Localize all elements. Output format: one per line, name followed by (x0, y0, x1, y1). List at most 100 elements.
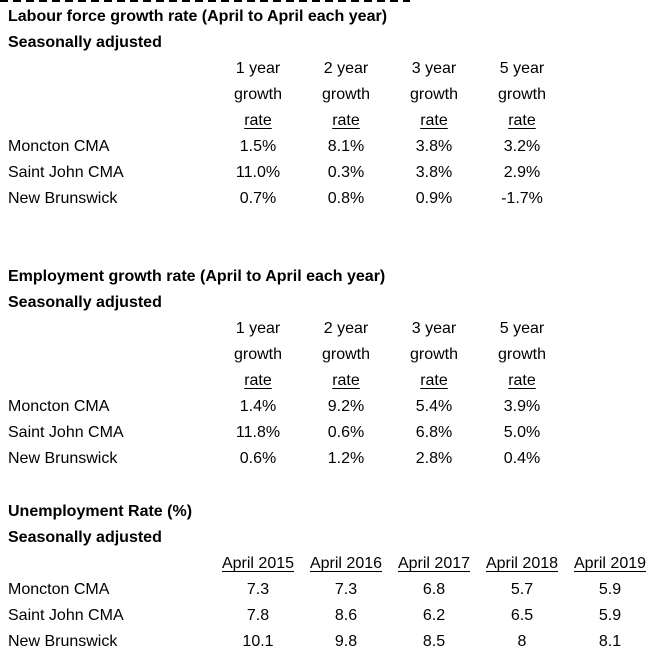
column-header: rate (420, 372, 448, 389)
table-row: Moncton CMA 1.5% 8.1% 3.8% 3.2% (0, 134, 659, 160)
column-header: rate (508, 372, 536, 389)
header-spacer (0, 368, 214, 394)
header-row-years: 1 year 2 year 3 year 5 year (0, 316, 659, 342)
column-header: April 2015 (221, 555, 295, 572)
table-subtitle: Seasonally adjusted (8, 529, 162, 546)
column-header: 3 year (411, 320, 457, 337)
table-title: Unemployment Rate (%) (8, 503, 193, 520)
row-label: Saint John CMA (8, 164, 124, 181)
table-labour-force-growth: Labour force growth rate (April to April… (0, 4, 659, 212)
column-header: 2 year (323, 60, 369, 77)
column-header: April 2016 (309, 555, 383, 572)
value-cell: 3.2% (503, 138, 541, 155)
header-spacer (0, 551, 214, 577)
table-row: Moncton CMA 1.4% 9.2% 5.4% 3.9% (0, 394, 659, 420)
header-row-growth: growth growth growth growth (0, 82, 659, 108)
value-cell: 8.1 (598, 633, 622, 650)
value-cell: -1.7% (501, 190, 543, 207)
value-cell: 1.2% (327, 450, 365, 467)
table-row: New Brunswick 10.1 9.8 8.5 8 8.1 (0, 629, 659, 655)
column-header: growth (233, 346, 283, 363)
column-header: growth (409, 86, 459, 103)
table-employment-growth: Employment growth rate (April to April e… (0, 264, 659, 472)
column-header: April 2019 (573, 555, 647, 572)
header-spacer (0, 342, 214, 368)
value-cell: 9.8 (334, 633, 358, 650)
value-cell: 11.8% (235, 424, 281, 441)
column-header: growth (321, 86, 371, 103)
value-cell: 11.0% (235, 164, 281, 181)
header-spacer (0, 316, 214, 342)
value-cell: 2.9% (503, 164, 541, 181)
header-spacer (0, 108, 214, 134)
value-cell: 1.5% (239, 138, 277, 155)
table-subtitle: Seasonally adjusted (8, 34, 162, 51)
column-header: 3 year (411, 60, 457, 77)
header-row-growth: growth growth growth growth (0, 342, 659, 368)
table-unemployment-rate: Unemployment Rate (%) Seasonally adjuste… (0, 499, 659, 655)
column-header: growth (321, 346, 371, 363)
value-cell: 6.2 (422, 607, 446, 624)
value-cell: 5.9 (598, 607, 622, 624)
row-label: Moncton CMA (8, 581, 110, 598)
header-row-rate: rate rate rate rate (0, 108, 659, 134)
header-row-months: April 2015 April 2016 April 2017 April 2… (0, 551, 659, 577)
row-label: New Brunswick (8, 450, 118, 467)
column-header: rate (332, 372, 360, 389)
row-label: Moncton CMA (8, 398, 110, 415)
header-row-years: 1 year 2 year 3 year 5 year (0, 56, 659, 82)
value-cell: 0.3% (327, 164, 365, 181)
value-cell: 0.4% (503, 450, 541, 467)
column-header: rate (420, 112, 448, 129)
value-cell: 8.5 (422, 633, 446, 650)
column-header: rate (244, 372, 272, 389)
column-header: rate (244, 112, 272, 129)
value-cell: 1.4% (239, 398, 277, 415)
value-cell: 2.8% (415, 450, 453, 467)
value-cell: 10.1 (242, 633, 274, 650)
table-row: Saint John CMA 11.0% 0.3% 3.8% 2.9% (0, 160, 659, 186)
column-header: growth (409, 346, 459, 363)
column-header: 5 year (499, 60, 545, 77)
value-cell: 8.6 (334, 607, 358, 624)
value-cell: 0.6% (327, 424, 365, 441)
row-label: Moncton CMA (8, 138, 110, 155)
value-cell: 5.0% (503, 424, 541, 441)
column-header: rate (508, 112, 536, 129)
column-header: growth (233, 86, 283, 103)
value-cell: 5.7 (510, 581, 534, 598)
table-subtitle: Seasonally adjusted (8, 294, 162, 311)
value-cell: 6.8 (422, 581, 446, 598)
value-cell: 9.2% (327, 398, 365, 415)
column-header: growth (497, 86, 547, 103)
value-cell: 6.8% (415, 424, 453, 441)
value-cell: 7.8 (246, 607, 270, 624)
row-label: Saint John CMA (8, 424, 124, 441)
value-cell: 6.5 (510, 607, 534, 624)
table-row: Moncton CMA 7.3 7.3 6.8 5.7 5.9 (0, 577, 659, 603)
table-row: New Brunswick 0.6% 1.2% 2.8% 0.4% (0, 446, 659, 472)
table-row: Saint John CMA 11.8% 0.6% 6.8% 5.0% (0, 420, 659, 446)
column-header: rate (332, 112, 360, 129)
value-cell: 3.9% (503, 398, 541, 415)
page-break-dashed-line (0, 0, 410, 2)
value-cell: 5.9 (598, 581, 622, 598)
row-label: New Brunswick (8, 633, 118, 650)
column-header: 1 year (235, 320, 281, 337)
column-header: April 2018 (485, 555, 559, 572)
value-cell: 0.8% (327, 190, 365, 207)
value-cell: 0.9% (415, 190, 453, 207)
row-label: Saint John CMA (8, 607, 124, 624)
column-header: April 2017 (397, 555, 471, 572)
column-header: 2 year (323, 320, 369, 337)
header-spacer (0, 82, 214, 108)
header-spacer (0, 56, 214, 82)
value-cell: 0.6% (239, 450, 277, 467)
value-cell: 7.3 (246, 581, 270, 598)
value-cell: 8 (517, 633, 527, 650)
column-header: 1 year (235, 60, 281, 77)
value-cell: 0.7% (239, 190, 277, 207)
table-row: Saint John CMA 7.8 8.6 6.2 6.5 5.9 (0, 603, 659, 629)
table-title: Labour force growth rate (April to April… (8, 8, 388, 25)
